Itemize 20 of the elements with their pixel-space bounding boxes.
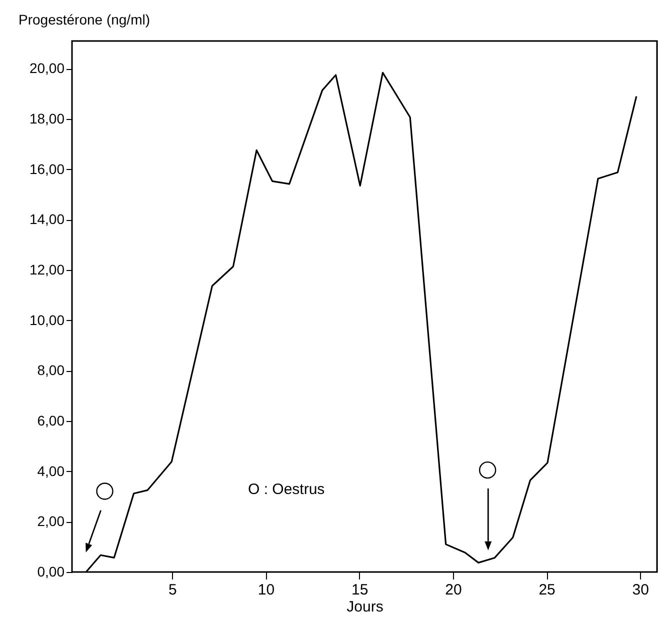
y-tick-label: 12,00 <box>29 262 65 278</box>
y-tick-label: 16,00 <box>29 160 65 177</box>
x-axis-title: Jours <box>346 598 384 616</box>
y-tick-label: 14,00 <box>29 211 65 228</box>
y-tick-label: 10,00 <box>29 312 65 328</box>
y-tick-label: 4,00 <box>37 462 65 479</box>
y-tick-label: 2,00 <box>37 513 65 530</box>
x-tick-label: 15 <box>352 582 368 598</box>
y-tick-label: 6,00 <box>37 412 65 429</box>
x-tick-label: 30 <box>632 582 649 598</box>
y-tick-label: 20,00 <box>29 60 65 76</box>
x-tick-label: 10 <box>258 582 275 598</box>
annotation: O : Oestrus <box>248 481 325 498</box>
x-tick-label: 20 <box>445 582 462 598</box>
y-tick-label: 8,00 <box>37 362 65 378</box>
y-tick-label: 18,00 <box>29 110 65 127</box>
x-tick-label: 5 <box>168 582 177 598</box>
y-tick-label: 0,00 <box>37 564 65 580</box>
x-tick-label: 25 <box>538 582 556 598</box>
y-axis-title: Progestérone (ng/ml) <box>18 12 150 28</box>
